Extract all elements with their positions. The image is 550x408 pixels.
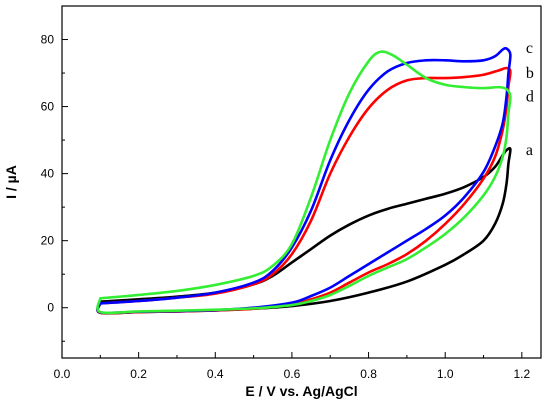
x-axis-ticks: 0.0 0.2 0.4 0.6 0.8 1.0 1.2	[54, 352, 531, 381]
series-a-label: a	[526, 142, 533, 159]
series-d-label: d	[526, 89, 534, 106]
series-b-curve	[96, 66, 512, 315]
plot-area: 0.0 0.2 0.4 0.6 0.8 1.0 1.2 0 20 40 60 80 a bc d	[41, 5, 542, 381]
series-b-label: b	[526, 65, 534, 82]
x-tick-label: 0.6	[284, 367, 301, 381]
y-axis-ticks: 0 20 40 60 80	[41, 5, 68, 342]
x-tick-label: 0.8	[360, 367, 377, 381]
x-tick-label: 0.0	[54, 367, 71, 381]
x-tick-label: 0.2	[130, 367, 147, 381]
x-axis-title: E / V vs. Ag/AgCl	[245, 383, 357, 399]
y-tick-label: 40	[41, 167, 55, 181]
y-tick-label: 0	[47, 301, 54, 315]
x-tick-label: 1.0	[437, 367, 454, 381]
x-tick-label: 1.2	[513, 367, 530, 381]
y-axis-title: I / µA	[3, 165, 19, 199]
plot-frame	[61, 5, 542, 359]
curve-labels: a bc d	[526, 40, 534, 159]
series-c-curve	[96, 46, 512, 315]
y-tick-label: 60	[41, 100, 55, 114]
y-tick-label: 20	[41, 234, 55, 248]
series-d-curve	[96, 50, 512, 315]
series-c-label: c	[526, 40, 533, 57]
x-tick-label: 0.4	[207, 367, 224, 381]
y-tick-label: 80	[41, 33, 55, 47]
curves-group	[96, 46, 512, 315]
